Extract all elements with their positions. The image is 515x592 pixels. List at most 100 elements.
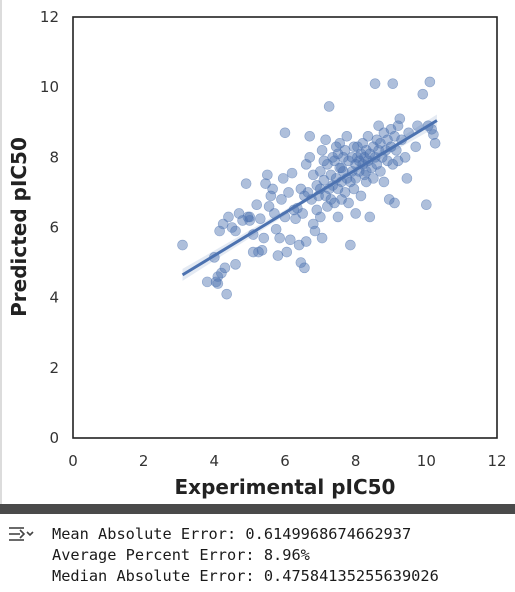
data-point (254, 213, 266, 225)
data-point (279, 127, 291, 139)
data-point (284, 234, 296, 246)
data-point (230, 259, 241, 270)
regression-layer (181, 114, 438, 281)
data-point (399, 152, 411, 163)
data-point (348, 183, 360, 195)
data-point (375, 138, 386, 149)
output-line-medae: Median Absolute Error: 0.475841352556390… (52, 567, 439, 585)
x-tick-label: 2 (139, 452, 149, 470)
data-point (177, 239, 188, 251)
data-point (221, 288, 232, 300)
data-point (336, 194, 347, 205)
data-point (325, 169, 337, 181)
data-point (368, 173, 379, 184)
y-tick-label: 0 (49, 429, 59, 447)
data-point (382, 155, 393, 167)
scatter-plot: 0 2 4 6 8 10 12 0 2 4 6 8 10 12 Experimental pIC50 P… (7, 8, 507, 499)
data-point (258, 232, 270, 244)
data-point (276, 194, 287, 205)
data-point (341, 130, 353, 142)
data-point (385, 123, 397, 135)
data-point (320, 190, 331, 202)
data-point (223, 211, 234, 223)
data-point (286, 167, 298, 179)
data-point (429, 138, 441, 149)
data-point (336, 162, 347, 174)
x-tick-label: 8 (351, 452, 361, 470)
y-tick-label: 10 (40, 78, 59, 96)
data-point (300, 236, 312, 247)
data-point (355, 190, 367, 202)
output-text: Mean Absolute Error: 0.6149968674662937 … (52, 524, 439, 587)
x-tick-label: 6 (280, 452, 290, 470)
data-point (332, 211, 344, 223)
data-point (265, 190, 277, 202)
cell-gutter (0, 0, 2, 504)
data-point (322, 159, 333, 170)
data-point (345, 176, 356, 188)
data-point (369, 78, 381, 89)
data-point (362, 130, 374, 142)
data-point (323, 101, 335, 112)
data-point (357, 138, 369, 149)
data-point (277, 173, 289, 184)
points-layer (177, 76, 441, 300)
data-point (272, 250, 284, 261)
data-point (240, 178, 252, 189)
y-tick-label: 2 (49, 359, 59, 377)
data-point (251, 199, 263, 210)
data-point (290, 213, 301, 225)
data-point (387, 159, 399, 170)
x-axis-label: Experimental pIC50 (175, 475, 396, 499)
data-point (378, 176, 390, 188)
output-line-ape: Average Percent Error: 8.96% (52, 546, 310, 564)
data-point (392, 155, 404, 167)
data-point (214, 225, 225, 237)
data-point (281, 246, 293, 258)
output-expand-icon[interactable] (8, 524, 34, 544)
data-point (417, 88, 429, 100)
data-point (311, 204, 323, 216)
data-point (350, 208, 361, 219)
x-tick-label: 0 (68, 452, 78, 470)
data-point (262, 169, 273, 181)
data-point (389, 130, 400, 142)
data-point (383, 194, 395, 205)
data-point (318, 174, 330, 186)
y-tick-label: 12 (40, 8, 59, 26)
data-point (334, 138, 346, 149)
data-point (339, 187, 351, 198)
data-point (401, 173, 413, 184)
data-point (244, 215, 255, 226)
data-point (373, 120, 384, 132)
data-point (315, 211, 326, 223)
data-point (230, 225, 241, 237)
data-point (244, 211, 255, 223)
y-axis-label: Predicted pIC50 (7, 137, 31, 317)
x-axis-ticks: 0 2 4 6 8 10 12 (68, 452, 506, 470)
data-point (260, 178, 271, 189)
y-tick-label: 6 (49, 219, 59, 237)
data-point (394, 113, 406, 125)
plot-frame (72, 16, 498, 439)
data-point (263, 201, 275, 212)
x-tick-label: 10 (417, 452, 436, 470)
regression-line (181, 119, 438, 277)
data-point (332, 148, 344, 160)
data-point (320, 134, 331, 146)
data-point (309, 225, 321, 237)
data-point (382, 134, 393, 146)
data-point (219, 262, 231, 274)
data-point (307, 218, 319, 230)
x-tick-label: 12 (487, 452, 506, 470)
data-point (307, 169, 319, 181)
data-point (274, 232, 286, 244)
data-point (332, 183, 344, 195)
data-point (304, 152, 316, 163)
data-point (293, 239, 305, 251)
data-point (295, 257, 307, 268)
data-point (345, 239, 356, 251)
data-point (360, 166, 372, 177)
data-point (375, 166, 386, 177)
data-point (371, 159, 383, 170)
